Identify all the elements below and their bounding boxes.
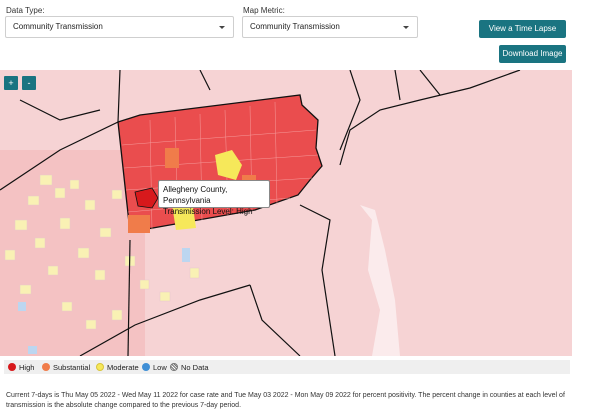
substantial-dot-icon	[42, 363, 50, 371]
map-metric-value: Community Transmission	[250, 22, 340, 31]
zoom-in-button[interactable]: +	[4, 76, 18, 90]
county-tooltip: Allegheny County, Pennsylvania Transmiss…	[158, 180, 270, 216]
no-data-dot-icon	[170, 363, 178, 371]
low-counties	[18, 248, 190, 354]
download-image-button[interactable]: Download Image	[499, 45, 566, 63]
high-dot-icon	[8, 363, 16, 371]
footnote: Current 7-days is Thu May 05 2022 - Wed …	[6, 392, 565, 409]
data-type-select[interactable]: Community Transmission	[5, 16, 234, 38]
data-type-label: Data Type:	[6, 6, 45, 15]
bay-water	[360, 205, 400, 356]
map-metric-label: Map Metric:	[243, 6, 285, 15]
moderate-county	[215, 150, 242, 180]
data-type-value: Community Transmission	[13, 22, 103, 31]
chevron-down-icon	[403, 26, 409, 29]
legend-item-no-data: No Data	[170, 363, 209, 373]
allegheny-county	[134, 187, 159, 209]
moderate-dot-icon	[96, 363, 104, 371]
view-time-lapse-button[interactable]: View a Time Lapse	[479, 20, 566, 38]
map-legend: High Substantial Moderate Low No Data	[4, 360, 570, 374]
map-canvas	[0, 70, 572, 356]
legend-item-substantial: Substantial	[42, 363, 90, 373]
map-metric-select[interactable]: Community Transmission	[242, 16, 418, 38]
legend-item-low: Low	[142, 363, 167, 373]
low-dot-icon	[142, 363, 150, 371]
legend-item-high: High	[8, 363, 34, 373]
tooltip-level: Transmission Level: High	[163, 207, 253, 216]
transmission-map[interactable]: + -	[0, 70, 572, 356]
substantial-county	[165, 148, 179, 168]
tooltip-county: Allegheny County, Pennsylvania	[163, 185, 228, 205]
chevron-down-icon	[219, 26, 225, 29]
zoom-out-button[interactable]: -	[22, 76, 36, 90]
legend-item-moderate: Moderate	[96, 363, 139, 373]
substantial-county	[128, 215, 150, 233]
state-borders	[0, 70, 521, 356]
